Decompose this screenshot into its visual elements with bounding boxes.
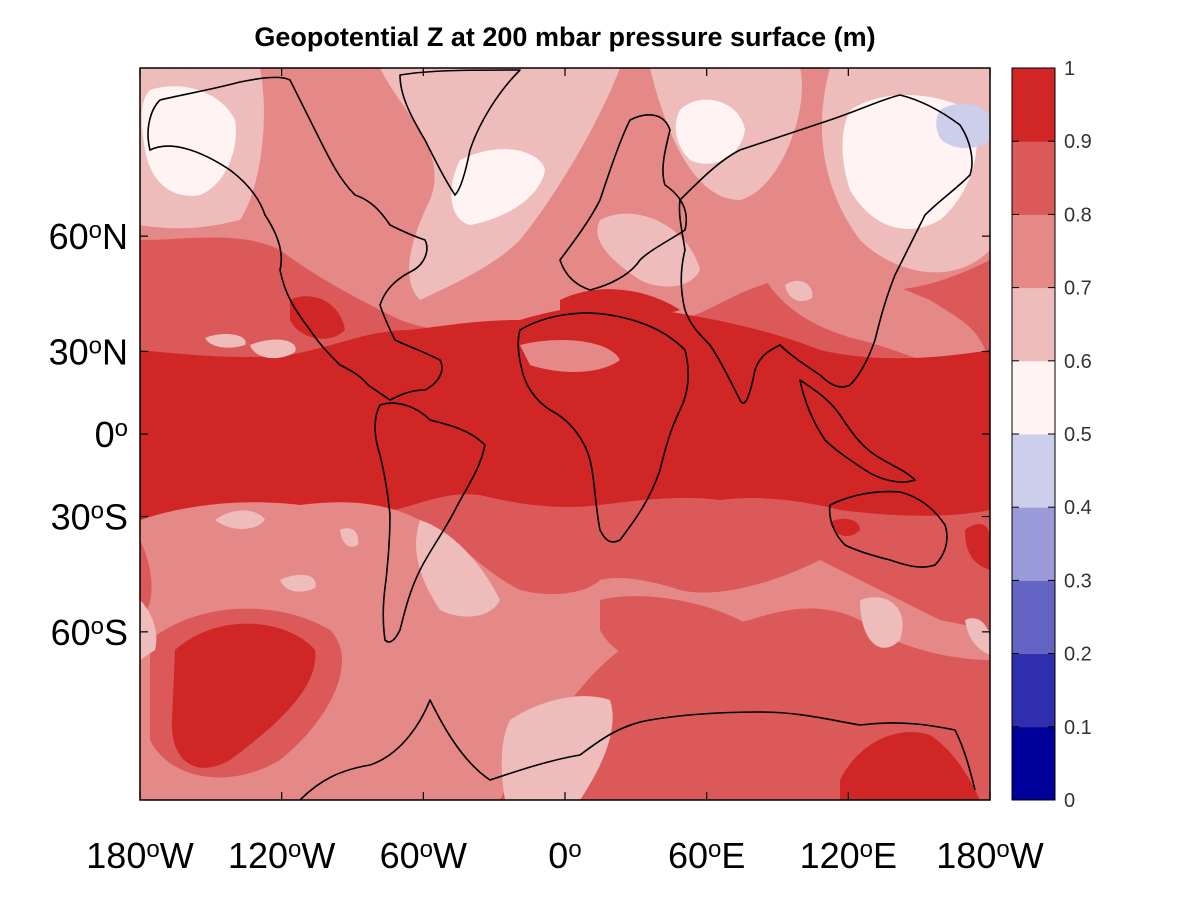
coast-australia: [828, 490, 948, 568]
colorbar-label-4: 0.4: [1064, 497, 1092, 519]
coastlines: [147, 69, 976, 800]
colorbar-label-3: 0.3: [1064, 570, 1092, 592]
colorbar-label-0: 0: [1064, 790, 1075, 812]
contour-blue-low: [936, 103, 990, 149]
map-title: Geopotential Z at 200 mbar pressure surf…: [254, 22, 876, 52]
contour-north-pacific-patch: [205, 334, 246, 348]
x-tick-label-4: 60oE: [668, 835, 745, 876]
x-tick-label-3: 0o: [548, 835, 581, 876]
y-tick-label-2: 0o: [95, 414, 128, 455]
contour-north-africa-patch: [520, 340, 620, 372]
colorbar-label-7: 0.7: [1064, 278, 1092, 300]
contour-tropical-band: [140, 304, 990, 520]
x-tick-label-1: 120oW: [228, 835, 335, 876]
contour-antarctic-patch: [501, 696, 613, 800]
colorbar-segment-8: [1012, 141, 1055, 215]
contour-white-alaska: [141, 86, 236, 196]
x-tick-label-5: 120oE: [800, 835, 897, 876]
colorbar-segment-1: [1012, 653, 1055, 728]
contour-patch-2: [280, 574, 316, 592]
y-axis-ticks: 60oN 30oN 0o 30oS 60oS: [49, 216, 990, 653]
contour-mediterranean: [560, 289, 680, 318]
colorbar-label-1: 0.1: [1064, 717, 1092, 739]
colorbar-segment-9: [1012, 68, 1055, 142]
contour-south-band: [140, 502, 990, 800]
contour-white-asia: [675, 99, 745, 164]
coast-europe: [559, 114, 687, 291]
contour-central-asia: [597, 213, 700, 287]
coast-southeast-asia: [799, 379, 916, 483]
y-tick-label-4: 60oS: [51, 612, 128, 653]
x-tick-label-2: 60oW: [380, 835, 467, 876]
colorbar: 0 0.1 0.2 0.3 0.4 0.5 0.6 0.7 0.8 0.9 1: [1011, 58, 1092, 812]
colorbar-label-8: 0.8: [1064, 204, 1092, 226]
contour-patch-3: [340, 528, 359, 547]
colorbar-label-2: 0.2: [1064, 644, 1092, 666]
contour-patch-6: [140, 600, 157, 660]
x-tick-label-0: 180oW: [86, 835, 193, 876]
colorbar-segment-6: [1012, 287, 1055, 362]
contour-east-pacific-patch: [250, 339, 296, 359]
coast-antarctica: [299, 699, 976, 800]
y-tick-label-3: 30oS: [51, 497, 128, 538]
colorbar-label-6: 0.6: [1064, 351, 1092, 373]
x-tick-label-6: 180oW: [936, 835, 1043, 876]
colorbar-segment-0: [1012, 726, 1055, 801]
y-tick-label-0: 60oN: [49, 216, 128, 257]
x-axis-ticks: 180oW 120oW 60oW 0o 60oE 120oE 180oW: [86, 68, 1044, 876]
contour-south-atlantic: [416, 520, 500, 617]
contour-white-atlantic: [451, 149, 545, 225]
contour-antarctic-east: [840, 732, 980, 800]
y-tick-label-1: 30oN: [49, 331, 128, 372]
coast-greenland: [399, 69, 521, 196]
coast-africa: [517, 312, 690, 543]
contour-field: [140, 68, 990, 800]
colorbar-label-9: 0.9: [1064, 131, 1092, 153]
contour-patch-5: [860, 597, 903, 648]
contour-australia-dot: [830, 518, 860, 537]
contour-east-asia: [760, 263, 990, 380]
contour-south-pacific-core: [171, 623, 316, 768]
contour-patch-1: [215, 510, 265, 529]
contour-caribbean: [290, 296, 345, 339]
contour-patch-7: [965, 618, 990, 655]
colorbar-segment-4: [1012, 434, 1055, 508]
colorbar-segment-7: [1012, 214, 1055, 289]
colorbar-segment-5: [1012, 360, 1055, 435]
colorbar-segment-3: [1012, 507, 1055, 581]
colorbar-segment-2: [1012, 580, 1055, 655]
coast-asia: [678, 94, 973, 404]
coast-south-america: [374, 402, 486, 643]
colorbar-label-5: 0.5: [1064, 424, 1092, 446]
contour-pacific-east: [965, 524, 990, 570]
colorbar-label-10: 1: [1064, 58, 1075, 80]
coast-north-america: [147, 76, 443, 401]
contour-indian-ocean: [600, 596, 746, 670]
contour-patch-4: [785, 280, 813, 302]
